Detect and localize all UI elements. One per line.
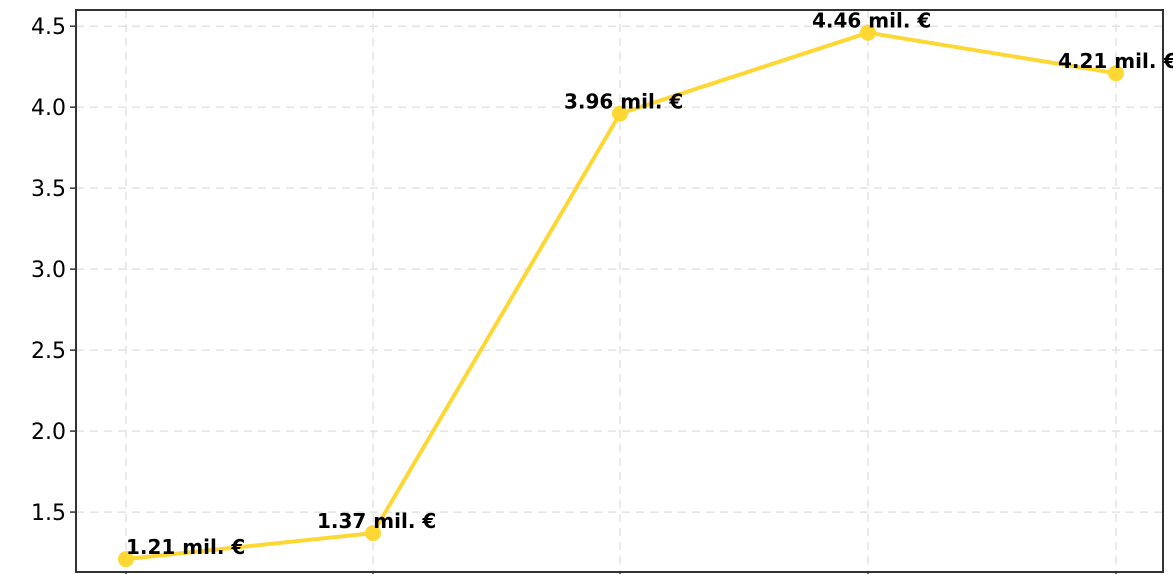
data-label: 3.96 mil. €	[564, 90, 683, 114]
y-tick-label: 4.0	[31, 96, 66, 121]
y-tick-label: 3.5	[31, 177, 66, 202]
data-point	[1108, 65, 1124, 82]
grid-lines	[76, 10, 1163, 572]
y-axis-ticks: 1.5 2.0 2.5 3.0 3.5 4.0 4.5	[31, 15, 76, 526]
y-tick-label: 2.0	[31, 420, 66, 445]
series-line-group	[118, 24, 1124, 568]
plot-frame	[75, 9, 1164, 573]
data-labels: 1.21 mil. € 1.37 mil. € 3.96 mil. € 4.46 mi…	[126, 9, 1173, 559]
data-label: 4.46 mil. €	[812, 9, 931, 33]
data-point	[612, 105, 628, 122]
data-point	[118, 551, 134, 568]
y-tick-label: 1.5	[31, 501, 66, 526]
data-point	[860, 24, 876, 41]
data-label: 1.21 mil. €	[126, 535, 245, 559]
data-label: 1.37 mil. €	[317, 509, 436, 533]
y-tick-label: 4.5	[31, 15, 66, 40]
y-tick-label: 3.0	[31, 258, 66, 283]
y-tick-label: 2.5	[31, 339, 66, 364]
data-label: 4.21 mil. €	[1058, 49, 1173, 73]
data-point	[365, 525, 381, 542]
